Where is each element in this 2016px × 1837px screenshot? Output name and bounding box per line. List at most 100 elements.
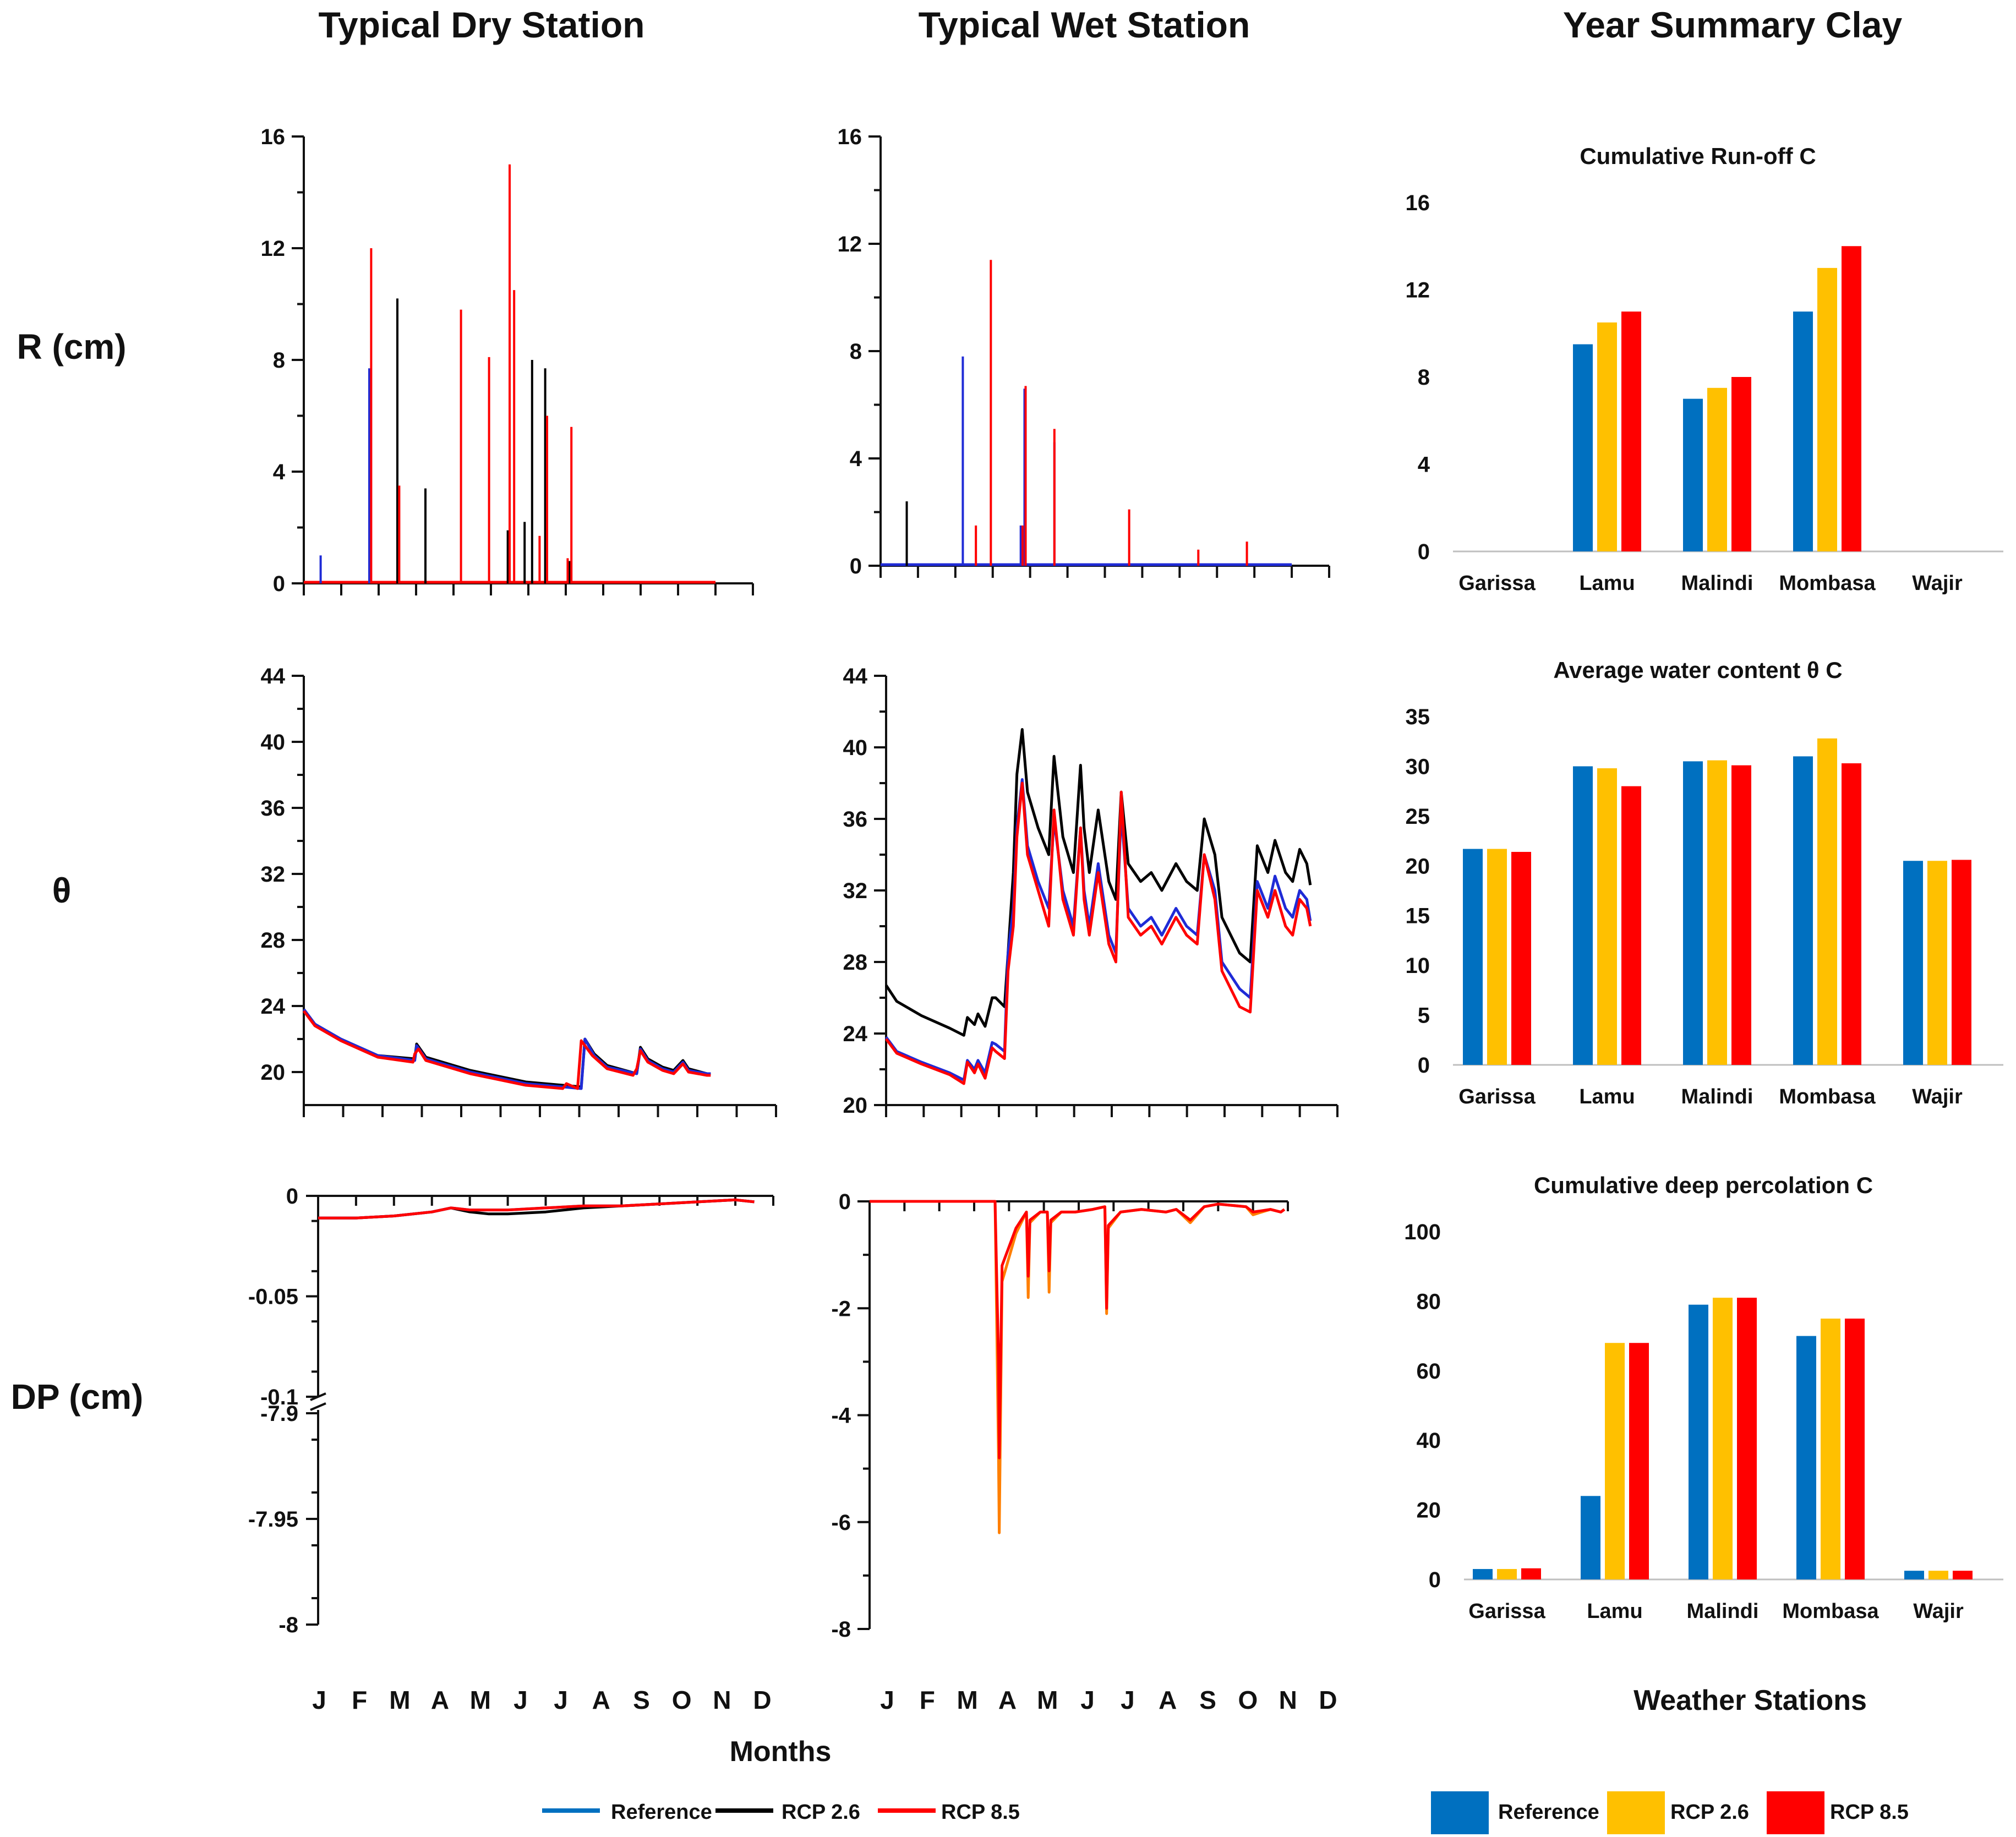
dry-dp-plot: 0 -0.05 -0.1-7.9 -7.95 -8 [248, 1184, 774, 1637]
months-dry-6: J [554, 1686, 568, 1714]
water_content_summary-bar-garissa-rcp-8-5 [1511, 851, 1531, 1065]
water_content_summary-category-mombasa: Mombasa [1779, 1085, 1876, 1108]
runoff_summary-bar-lamu-rcp-2-6 [1597, 322, 1617, 551]
water_content_summary-ytick-label-4: 20 [1406, 854, 1430, 878]
water_content_summary-bar-mombasa-rcp-8-5 [1842, 763, 1861, 1065]
deep-percolation-summary-plot: Cumulative deep percolation C 0 20 40 60 80 10… [1404, 1172, 2003, 1623]
water_content_summary-bar-malindi-reference [1683, 761, 1703, 1065]
water_content_summary-bar-malindi-rcp-8-5 [1731, 765, 1751, 1065]
deep_percolation_summary-bar-wajir-rcp-8-5 [1953, 1571, 1973, 1579]
runoff_summary-category-garissa: Garissa [1458, 572, 1536, 595]
deep_percolation_summary-ytick-label-5: 100 [1404, 1220, 1441, 1244]
water_content_summary-ytick-label-2: 10 [1406, 954, 1430, 978]
water_content_summary-bar-garissa-rcp-2-6 [1487, 849, 1507, 1065]
water_content_summary-category-wajir: Wajir [1912, 1085, 1963, 1108]
legend-bar-label-reference: Reference [1498, 1801, 1599, 1824]
months-wet-3: A [998, 1686, 1017, 1714]
wet_theta-line-reference [884, 778, 1312, 1081]
runoff_summary-title: Cumulative Run-off C [1580, 143, 1816, 169]
wet_dp-ytick-label-0: 0 [839, 1190, 851, 1214]
water_content_summary-category-malindi: Malindi [1681, 1085, 1753, 1108]
months-dry-3: A [431, 1686, 449, 1714]
months-wet-9: O [1238, 1686, 1258, 1714]
deep_percolation_summary-bar-mombasa-rcp-8-5 [1845, 1319, 1865, 1579]
wet-dp-plot: 0 -2 -4 -6 -8 [831, 1190, 1289, 1642]
wet_runoff-ytick-label-0: 0 [850, 554, 862, 578]
months-wet-6: J [1121, 1686, 1135, 1714]
wet_runoff-ytick-label-4: 16 [838, 125, 862, 149]
runoff_summary-bar-malindi-rcp-2-6 [1707, 387, 1727, 551]
row-label-runoff: R (cm) [17, 327, 126, 367]
water-content-summary-plot: Average water content θ C 0 5 10 15 20 25 30 35 G… [1406, 657, 2003, 1108]
dry_dp-ytick-upper-label-2: -0.1 [260, 1385, 298, 1409]
dry_theta-ytick-label-6: 44 [261, 664, 286, 688]
deep_percolation_summary-ytick-label-3: 60 [1417, 1359, 1441, 1384]
wet_theta-line-rcp-2-6 [884, 728, 1312, 1037]
deep_percolation_summary-category-wajir: Wajir [1913, 1600, 1964, 1623]
wet_theta-ytick-label-6: 44 [843, 664, 868, 688]
deep_percolation_summary-bar-lamu-rcp-2-6 [1605, 1343, 1625, 1579]
months-dry-1: F [352, 1686, 367, 1714]
water_content_summary-bar-mombasa-rcp-2-6 [1817, 738, 1837, 1065]
dry_theta-line-reference [302, 1008, 711, 1090]
deep_percolation_summary-bar-malindi-rcp-2-6 [1713, 1298, 1733, 1579]
dry_runoff-ytick-label-3: 12 [261, 237, 286, 261]
dry_dp-ytick-upper-label-0: 0 [286, 1184, 298, 1209]
runoff_summary-bar-lamu-rcp-8-5 [1621, 311, 1641, 551]
months-wet-11: D [1319, 1686, 1337, 1714]
months-dry-4: M [470, 1686, 491, 1714]
wet_runoff-ytick-label-1: 4 [850, 447, 862, 471]
legend-label-rcp85: RCP 8.5 [941, 1801, 1020, 1824]
wet_theta-ytick-label-4: 36 [843, 807, 868, 832]
dry_theta-ytick-label-5: 40 [261, 730, 286, 755]
legend-bar-label-rcp85: RCP 8.5 [1830, 1801, 1909, 1824]
months-wet-1: F [920, 1686, 935, 1714]
runoff-summary-plot: Cumulative Run-off C 0 4 8 12 16 Garissa Lamu Ma… [1406, 143, 2003, 595]
col-title-dry: Typical Dry Station [319, 4, 645, 45]
dry_dp-break-mark-2 [310, 1402, 326, 1411]
months-dry-2: M [389, 1686, 410, 1714]
runoff_summary-ytick-label-0: 0 [1418, 540, 1430, 564]
months-wet-2: M [957, 1686, 977, 1714]
water_content_summary-bar-wajir-rcp-2-6 [1927, 861, 1947, 1065]
dry-theta-plot: 20 24 28 32 36 40 44 [261, 664, 777, 1117]
runoff_summary-ytick-label-2: 8 [1418, 365, 1430, 390]
months-wet-7: A [1159, 1686, 1177, 1714]
water_content_summary-ytick-label-5: 25 [1406, 805, 1430, 829]
x-axis-label-months: Months [730, 1736, 832, 1768]
months-dry-11: D [753, 1686, 771, 1714]
deep_percolation_summary-bar-wajir-reference [1904, 1571, 1924, 1579]
deep_percolation_summary-bar-malindi-rcp-8-5 [1737, 1298, 1757, 1579]
runoff_summary-ytick-label-1: 4 [1418, 453, 1430, 477]
legend-bar-label-rcp26: RCP 2.6 [1670, 1801, 1749, 1824]
legend-label-reference: Reference [611, 1801, 712, 1824]
wet_theta-ytick-label-2: 28 [843, 950, 868, 975]
water_content_summary-bar-mombasa-reference [1793, 756, 1813, 1065]
wet_theta-line-rcp-8-5 [884, 781, 1312, 1085]
water_content_summary-ytick-label-3: 15 [1406, 904, 1430, 928]
months-wet-10: N [1279, 1686, 1297, 1714]
runoff_summary-bar-malindi-reference [1683, 398, 1703, 551]
water_content_summary-title: Average water content θ C [1553, 657, 1842, 683]
deep_percolation_summary-bar-lamu-reference [1581, 1496, 1600, 1579]
runoff_summary-category-mombasa: Mombasa [1779, 572, 1876, 595]
deep_percolation_summary-category-mombasa: Mombasa [1782, 1600, 1879, 1623]
dry_dp-ytick-lower-label-2: -8 [278, 1613, 298, 1637]
deep_percolation_summary-category-malindi: Malindi [1687, 1600, 1759, 1623]
water_content_summary-bar-wajir-rcp-8-5 [1952, 860, 1971, 1065]
water_content_summary-ytick-label-0: 0 [1418, 1053, 1430, 1078]
water_content_summary-bar-garissa-reference [1463, 849, 1483, 1065]
dry_theta-ytick-label-0: 20 [261, 1060, 286, 1085]
wet_theta-ytick-label-3: 32 [843, 879, 868, 903]
deep_percolation_summary-ytick-label-4: 80 [1417, 1289, 1441, 1314]
runoff_summary-category-wajir: Wajir [1912, 572, 1963, 595]
x-axis-label-stations: Weather Stations [1633, 1685, 1867, 1716]
legend-swatch-reference [1431, 1791, 1489, 1834]
runoff_summary-bar-mombasa-rcp-8-5 [1842, 246, 1861, 551]
dry_runoff-ytick-label-0: 0 [273, 572, 285, 596]
dry_theta-ytick-label-2: 28 [261, 928, 286, 953]
line-legend: Reference RCP 2.6 RCP 8.5 [542, 1801, 1020, 1824]
deep_percolation_summary-bar-garissa-rcp-8-5 [1521, 1568, 1541, 1579]
months-dry-8: S [633, 1686, 650, 1714]
